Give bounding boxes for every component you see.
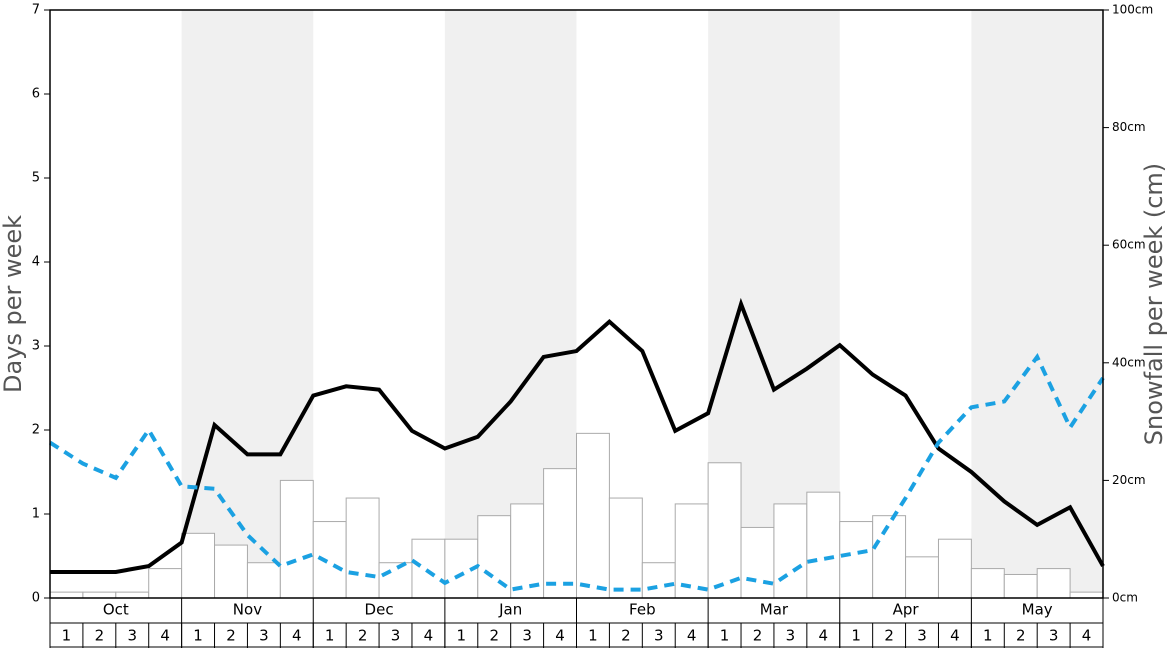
line [50,297,1105,574]
line [48,353,1105,592]
snow-bar [82,591,117,599]
snow-bar [378,562,413,599]
y2-tick-label: 40cm [1112,355,1146,369]
y-tick-label: 5 [32,171,40,186]
y-tick-label: 4 [32,255,40,270]
week-label: 3 [127,627,137,645]
week-label: 1 [851,627,861,645]
snow-bar [1069,591,1104,599]
snow-bar [576,432,610,599]
snow-bar [937,538,972,599]
snow-bar [773,503,808,599]
snow-bar [641,562,676,599]
snow-bar [1036,568,1071,599]
week-label: 2 [226,627,236,645]
snow-bar [1003,573,1038,599]
week-label: 3 [522,627,532,645]
month-label: Dec [365,601,394,619]
y2-tick-label: 100cm [1112,3,1153,17]
month-label: Feb [629,601,656,619]
month-label: Apr [893,601,920,619]
snow-bar [246,562,281,599]
week-label: 3 [1049,627,1059,645]
y-tick-label: 6 [32,87,40,102]
snow-bar [49,591,84,599]
snow-bar [411,538,446,599]
y-tick-label: 3 [32,339,40,354]
week-label: 4 [424,627,434,645]
snow-bar [839,521,874,599]
week-label: 1 [720,627,730,645]
month-label: Jan [498,601,522,619]
week-label: 2 [1016,627,1026,645]
week-label: 4 [292,627,302,645]
snow-bar [312,521,347,599]
week-label: 4 [555,627,565,645]
week-label: 2 [884,627,894,645]
snow-bar [279,479,314,599]
week-label: 2 [753,627,763,645]
snow-bar [740,526,775,599]
y2-tick-label: 20cm [1112,473,1146,487]
snow-bar [806,491,841,599]
week-label: 2 [95,627,105,645]
week-label: 1 [62,627,72,645]
week-label: 1 [325,627,335,645]
y2-axis-label: Snowfall per week (cm) [1140,163,1168,445]
week-label: 4 [819,627,829,645]
week-label: 1 [457,627,467,645]
week-label: 3 [654,627,664,645]
week-label: 3 [259,627,269,645]
snow-bar [148,568,183,599]
snow-bar [970,568,1005,599]
snow-bar [214,544,248,599]
y-tick-label: 1 [32,507,40,522]
week-label: 3 [917,627,927,645]
y-tick-label: 0 [32,591,40,606]
week-label: 4 [950,627,960,645]
snow-bar [872,515,907,599]
snow-bar [905,556,939,599]
week-label: 2 [358,627,368,645]
snow-bar [608,497,643,599]
week-label: 4 [1082,627,1092,645]
y-tick-label: 7 [32,3,40,18]
month-label: Mar [760,601,789,619]
month-label: Oct [103,601,129,619]
snow-bar [674,503,709,599]
week-label: 1 [588,627,598,645]
week-label: 3 [391,627,401,645]
y2-tick-label: 60cm [1112,238,1146,252]
week-label: 3 [786,627,796,645]
snow-bar [543,468,577,599]
snow-bar [345,497,380,599]
week-label: 4 [160,627,170,645]
y-tick-label: 2 [32,423,40,438]
y2-tick-label: 80cm [1112,120,1146,134]
week-label: 4 [687,627,697,645]
snow-bar [115,591,150,599]
week-label: 1 [193,627,203,645]
week-label: 2 [621,627,631,645]
week-label: 2 [489,627,499,645]
y-axis-label: Days per week [0,215,27,393]
month-band [971,10,1103,598]
month-label: Nov [233,601,262,619]
week-label: 1 [983,627,993,645]
month-label: May [1022,601,1053,619]
snow-bar [181,532,216,599]
y2-tick-label: 0cm [1112,591,1138,605]
